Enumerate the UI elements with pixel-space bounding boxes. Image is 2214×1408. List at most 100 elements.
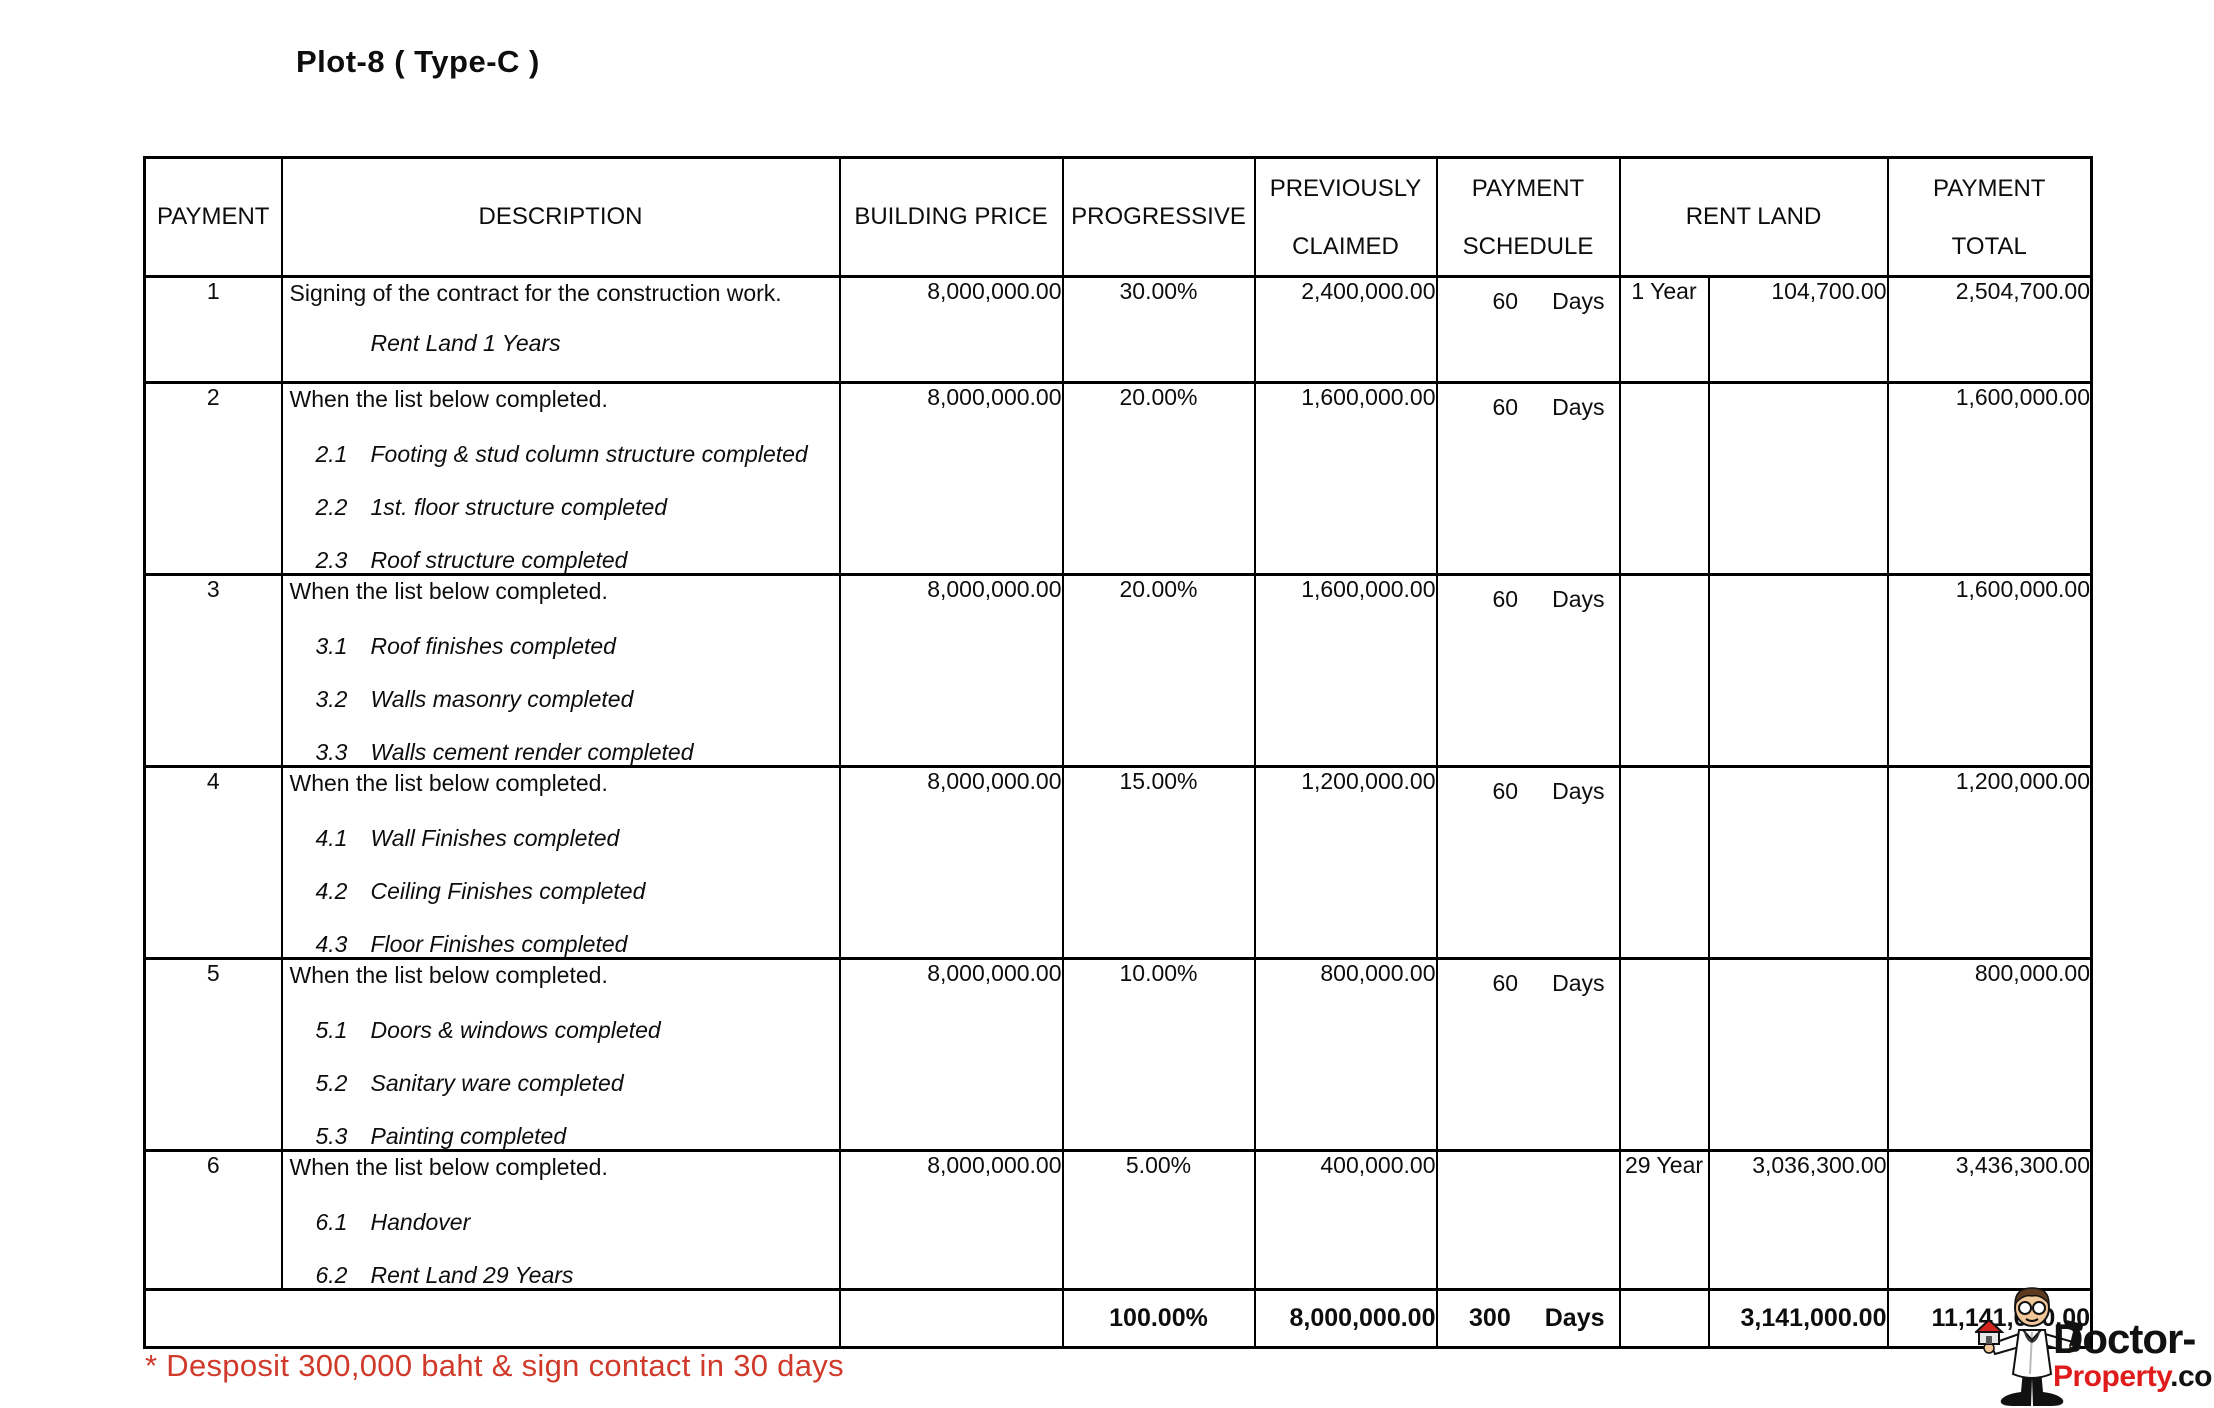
sub-item-number: 4.3 — [315, 931, 348, 957]
description-sub: 4.1 Wall Finishes completed — [284, 825, 838, 851]
sub-item-number: 5.3 — [315, 1123, 348, 1149]
schedule-days-value: 60 — [1492, 394, 1519, 420]
sub-item-number — [316, 330, 371, 356]
previously-claimed-cell: 1,600,000.00 — [1253, 381, 1438, 576]
total-previously-claimed-cell: 8,000,000.00 — [1253, 1288, 1438, 1349]
description-cell: When the list below completed. 2.1 Footin… — [280, 381, 841, 576]
rent-land-year-cell — [1618, 381, 1710, 576]
schedule-days-unit: Days — [1552, 288, 1605, 314]
total-building-price-cell — [838, 1288, 1064, 1349]
previously-claimed-cell: 2,400,000.00 — [1253, 275, 1438, 384]
payment-total-cell: 1,600,000.00 — [1886, 381, 2093, 576]
building-price-cell: 8,000,000.00 — [838, 573, 1064, 768]
sub-item-number: 6.2 — [315, 1262, 348, 1288]
rent-land-year-cell: 1 Year — [1618, 275, 1710, 384]
description-sub: 4.2 Ceiling Finishes completed — [284, 878, 838, 904]
sub-item-number: 2.1 — [315, 441, 348, 467]
description-cell: Signing of the contract for the construc… — [280, 275, 841, 384]
payment-number: 6 — [143, 1149, 283, 1291]
total-schedule-days-value: 300 — [1469, 1304, 1511, 1332]
header-payment: PAYMENT — [143, 156, 283, 278]
description-main: When the list below completed. — [289, 1154, 608, 1180]
schedule-days-unit: Days — [1552, 778, 1605, 804]
description-main: Signing of the contract for the construc… — [289, 280, 782, 306]
previously-claimed-cell: 1,600,000.00 — [1253, 573, 1438, 768]
description-sub: 3.1 Roof finishes completed — [284, 633, 838, 659]
progressive-cell: 20.00% — [1061, 381, 1256, 576]
sub-item-number: 3.2 — [315, 686, 348, 712]
sub-item-text: Sanitary ware completed — [370, 1070, 624, 1096]
header-payment-total: PAYMENT TOTAL — [1886, 156, 2093, 278]
sub-item-number: 3.1 — [315, 633, 348, 659]
sub-item-number: 5.1 — [315, 1017, 348, 1043]
payment-schedule-cell: 60 Days — [1435, 275, 1621, 384]
schedule-days-value: 60 — [1492, 288, 1519, 314]
deposit-footnote: * Desposit 300,000 baht & sign contact i… — [145, 1348, 844, 1383]
logo-property-text: Property.co.th — [2053, 1360, 2214, 1393]
page-title: Plot-8 ( Type-C ) — [296, 44, 540, 79]
total-empty-cell — [143, 1288, 841, 1349]
rent-land-year-cell — [1618, 573, 1710, 768]
rent-land-year-cell: 29 Year — [1618, 1149, 1710, 1291]
description-sub: 3.2 Walls masonry completed — [284, 686, 838, 712]
schedule-days-unit: Days — [1552, 586, 1605, 612]
payment-number: 1 — [143, 275, 283, 384]
header-claimed: CLAIMED — [1292, 233, 1399, 260]
payment-schedule-table: PAYMENT DESCRIPTION BUILDING PRICE PROGR… — [143, 156, 2093, 1349]
description-sub: 2.1 Footing & stud column structure compl… — [284, 441, 838, 467]
payment-total-cell: 1,200,000.00 — [1886, 765, 2093, 960]
rent-land-amount-cell — [1707, 765, 1889, 960]
table-row: 1 Signing of the contract for the constr… — [143, 275, 2093, 384]
total-progressive-cell: 100.00% — [1061, 1288, 1256, 1349]
header-rent-land: RENT LAND — [1618, 156, 1889, 278]
rent-land-year-cell — [1618, 765, 1710, 960]
previously-claimed-cell: 800,000.00 — [1253, 957, 1438, 1152]
sub-item-text: Roof finishes completed — [370, 633, 616, 659]
sub-item-number: 3.3 — [315, 739, 348, 765]
description-sub: Rent Land 1 Years — [284, 330, 838, 356]
sub-item-text: Walls masonry completed — [370, 686, 634, 712]
sub-item-text: Footing & stud column structure complete… — [370, 441, 808, 467]
header-payment-word2: PAYMENT — [1933, 175, 2046, 202]
previously-claimed-cell: 400,000.00 — [1253, 1149, 1438, 1291]
sub-item-text: Handover — [370, 1209, 471, 1235]
rent-land-amount-cell: 3,036,300.00 — [1707, 1149, 1889, 1291]
description-main: When the list below completed. — [289, 962, 608, 988]
sub-item-text: Ceiling Finishes completed — [370, 878, 646, 904]
table-row: 5 When the list below completed. 5.1 Door… — [143, 957, 2093, 1152]
table-row: 3 When the list below completed. 3.1 Roof… — [143, 573, 2093, 768]
payment-schedule-cell: 60 Days — [1435, 957, 1621, 1152]
total-payment-schedule-cell: 300 Days — [1435, 1288, 1621, 1349]
sub-item-number: 4.2 — [315, 878, 348, 904]
schedule-days-unit: Days — [1552, 394, 1605, 420]
sub-item-number: 5.2 — [315, 1070, 348, 1096]
payment-schedule-cell — [1435, 1149, 1621, 1291]
description-cell: When the list below completed. 6.1 Handov… — [280, 1149, 841, 1291]
payment-number: 5 — [143, 957, 283, 1152]
payment-schedule-cell: 60 Days — [1435, 381, 1621, 576]
header-previously-claimed: PREVIOUSLY CLAIMED — [1253, 156, 1438, 278]
sub-item-text: Floor Finishes completed — [370, 931, 628, 957]
description-sub: 2.2 1st. floor structure completed — [284, 494, 838, 520]
header-previously: PREVIOUSLY — [1269, 175, 1422, 202]
table-row: 6 When the list below completed. 6.1 Hand… — [143, 1149, 2093, 1291]
progressive-cell: 10.00% — [1061, 957, 1256, 1152]
payment-total-cell: 2,504,700.00 — [1886, 275, 2093, 384]
rent-land-amount-cell — [1707, 573, 1889, 768]
progressive-cell: 5.00% — [1061, 1149, 1256, 1291]
sub-item-text: 1st. floor structure completed — [370, 494, 668, 520]
rent-land-amount-cell: 104,700.00 — [1707, 275, 1889, 384]
building-price-cell: 8,000,000.00 — [838, 275, 1064, 384]
description-sub: 6.2 Rent Land 29 Years — [284, 1262, 838, 1288]
table-header-row: PAYMENT DESCRIPTION BUILDING PRICE PROGR… — [143, 156, 2093, 278]
schedule-days-value: 60 — [1492, 778, 1519, 804]
description-cell: When the list below completed. 5.1 Doors … — [280, 957, 841, 1152]
total-rent-land-year-cell — [1618, 1288, 1710, 1349]
description-sub: 4.3 Floor Finishes completed — [284, 931, 838, 957]
header-description: DESCRIPTION — [280, 156, 841, 278]
schedule-days-value: 60 — [1492, 970, 1519, 996]
sub-item-text: Wall Finishes completed — [370, 825, 620, 851]
sub-item-text: Doors & windows completed — [370, 1017, 661, 1043]
header-building-price: BUILDING PRICE — [838, 156, 1064, 278]
